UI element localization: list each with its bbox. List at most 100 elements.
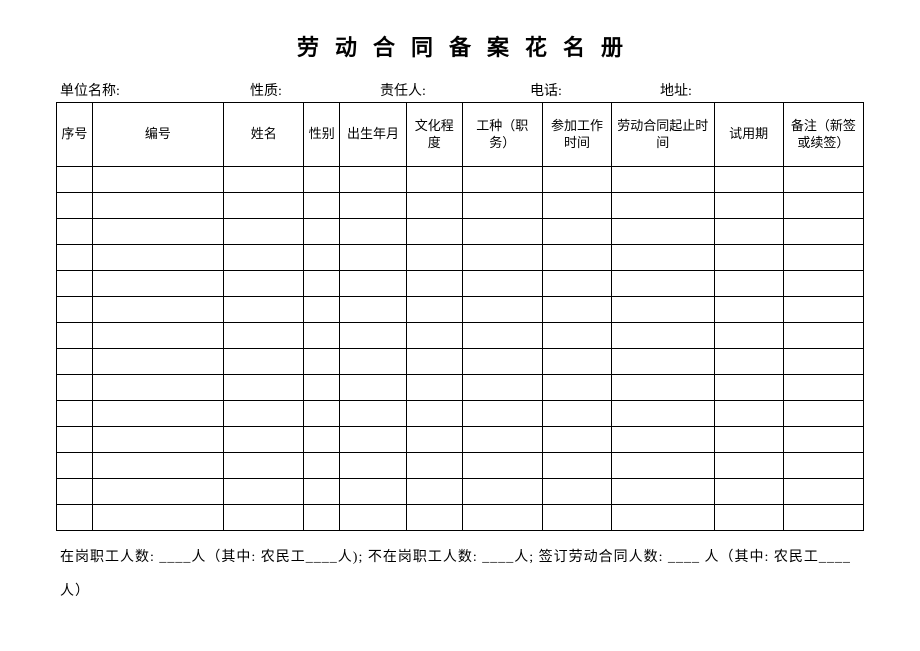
- table-cell: [783, 297, 863, 323]
- table-cell: [224, 453, 304, 479]
- col-header-number: 编号: [92, 103, 224, 167]
- col-header-name: 姓名: [224, 103, 304, 167]
- table-cell: [224, 349, 304, 375]
- table-cell: [783, 167, 863, 193]
- table-cell: [783, 245, 863, 271]
- table-cell: [406, 427, 462, 453]
- table-cell: [462, 219, 542, 245]
- table-cell: [714, 193, 783, 219]
- table-cell: [224, 219, 304, 245]
- table-cell: [542, 505, 611, 531]
- col-header-gender: 性别: [304, 103, 340, 167]
- table-cell: [224, 323, 304, 349]
- table-cell: [340, 219, 407, 245]
- table-cell: [542, 401, 611, 427]
- table-cell: [304, 323, 340, 349]
- table-cell: [714, 505, 783, 531]
- table-cell: [57, 401, 93, 427]
- col-header-birth: 出生年月: [340, 103, 407, 167]
- table-cell: [224, 401, 304, 427]
- table-cell: [57, 167, 93, 193]
- table-cell: [714, 297, 783, 323]
- table-cell: [783, 505, 863, 531]
- table-cell: [714, 427, 783, 453]
- table-cell: [304, 271, 340, 297]
- table-cell: [406, 245, 462, 271]
- page-title: 劳动合同备案花名册: [56, 30, 864, 62]
- table-cell: [92, 505, 224, 531]
- info-phone-label: 电话:: [530, 80, 562, 100]
- table-cell: [783, 271, 863, 297]
- table-cell: [714, 479, 783, 505]
- info-address-label: 地址:: [660, 80, 692, 100]
- table-cell: [340, 297, 407, 323]
- table-cell: [612, 193, 715, 219]
- table-row: [57, 167, 864, 193]
- table-cell: [542, 427, 611, 453]
- table-cell: [462, 505, 542, 531]
- table-row: [57, 245, 864, 271]
- table-cell: [92, 323, 224, 349]
- table-cell: [304, 453, 340, 479]
- table-cell: [92, 375, 224, 401]
- table-cell: [462, 349, 542, 375]
- table-cell: [542, 245, 611, 271]
- table-cell: [783, 375, 863, 401]
- table-cell: [340, 453, 407, 479]
- table-cell: [714, 453, 783, 479]
- table-cell: [92, 297, 224, 323]
- table-cell: [92, 219, 224, 245]
- table-cell: [304, 401, 340, 427]
- table-header-row: 序号 编号 姓名 性别 出生年月 文化程度 工种（职务） 参加工作时间 劳动合同…: [57, 103, 864, 167]
- table-cell: [406, 193, 462, 219]
- table-cell: [304, 349, 340, 375]
- table-cell: [340, 245, 407, 271]
- table-row: [57, 427, 864, 453]
- table-cell: [612, 505, 715, 531]
- table-cell: [92, 245, 224, 271]
- info-phone: 电话:: [530, 80, 660, 100]
- table-cell: [612, 297, 715, 323]
- table-cell: [224, 479, 304, 505]
- table-cell: [714, 323, 783, 349]
- table-cell: [304, 297, 340, 323]
- table-cell: [304, 505, 340, 531]
- table-cell: [340, 427, 407, 453]
- table-cell: [224, 271, 304, 297]
- table-cell: [783, 479, 863, 505]
- table-cell: [783, 219, 863, 245]
- table-cell: [542, 453, 611, 479]
- table-cell: [612, 219, 715, 245]
- table-cell: [57, 245, 93, 271]
- table-cell: [406, 271, 462, 297]
- table-cell: [612, 401, 715, 427]
- table-row: [57, 401, 864, 427]
- table-cell: [92, 401, 224, 427]
- table-cell: [783, 349, 863, 375]
- table-cell: [462, 271, 542, 297]
- table-row: [57, 349, 864, 375]
- table-body: [57, 167, 864, 531]
- table-cell: [340, 271, 407, 297]
- table-row: [57, 271, 864, 297]
- table-cell: [304, 245, 340, 271]
- table-row: [57, 505, 864, 531]
- table-cell: [224, 245, 304, 271]
- table-cell: [612, 167, 715, 193]
- col-header-workdate: 参加工作时间: [542, 103, 611, 167]
- table-row: [57, 297, 864, 323]
- table-cell: [340, 193, 407, 219]
- table-cell: [462, 193, 542, 219]
- table-cell: [304, 167, 340, 193]
- col-header-probation: 试用期: [714, 103, 783, 167]
- table-cell: [340, 375, 407, 401]
- table-cell: [612, 323, 715, 349]
- table-cell: [57, 427, 93, 453]
- table-cell: [612, 427, 715, 453]
- table-cell: [783, 427, 863, 453]
- table-cell: [542, 271, 611, 297]
- table-cell: [612, 349, 715, 375]
- table-cell: [92, 453, 224, 479]
- table-cell: [612, 479, 715, 505]
- table-cell: [304, 219, 340, 245]
